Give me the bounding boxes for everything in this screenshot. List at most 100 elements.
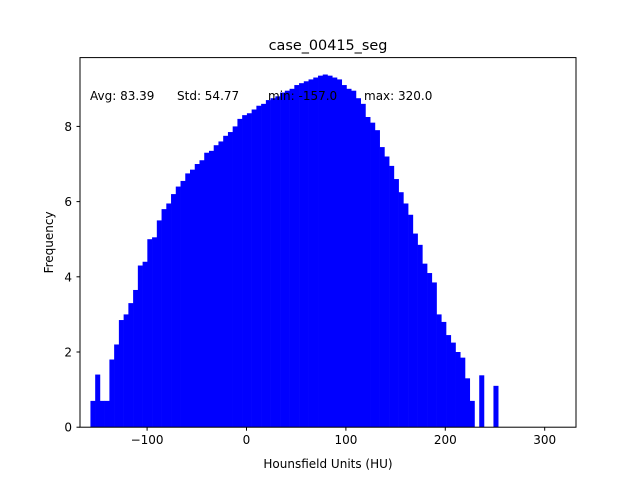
y-tick-label: 0 <box>64 421 72 435</box>
histogram-bar <box>303 81 309 428</box>
histogram-bar <box>133 289 139 428</box>
histogram-bar <box>118 320 124 428</box>
histogram-bar <box>365 117 371 428</box>
histogram-bar <box>294 85 300 428</box>
histogram-bar <box>479 375 485 428</box>
y-tick-label: 2 <box>64 346 72 360</box>
y-axis-ticks: 0 2 4 6 8 <box>64 120 80 435</box>
histogram-bar <box>90 400 96 428</box>
histogram-bar <box>398 192 404 428</box>
histogram-bar <box>322 74 328 428</box>
histogram-bar <box>450 342 456 428</box>
histogram-bar <box>446 335 452 428</box>
histogram-bar <box>460 357 466 428</box>
histogram-bar <box>213 145 219 428</box>
x-tick-label: 0 <box>243 433 251 447</box>
histogram-bar <box>190 169 196 428</box>
y-axis-label: Frequency <box>42 211 56 273</box>
histogram-bar <box>441 321 447 428</box>
histogram-bar <box>308 79 314 428</box>
x-tick-label: −100 <box>131 433 164 447</box>
histogram-bar <box>208 150 215 428</box>
histogram-bar <box>336 79 343 428</box>
histogram-bar <box>109 359 115 428</box>
histogram-bar <box>360 103 366 428</box>
histogram-bar <box>171 194 177 428</box>
histogram-bar <box>104 400 110 428</box>
histogram-bar <box>355 98 361 428</box>
chart-title: case_00415_seg <box>269 38 388 54</box>
y-tick-label: 6 <box>64 195 72 209</box>
histogram-bar <box>374 130 380 428</box>
histogram-bar <box>455 352 461 428</box>
histogram-bar <box>393 179 399 428</box>
histogram-bar <box>346 88 352 428</box>
histogram-bar <box>422 263 428 428</box>
y-tick-label: 4 <box>64 270 72 284</box>
x-axis-label: Hounsfield Units (HU) <box>263 457 392 471</box>
x-tick-label: 200 <box>434 433 457 447</box>
histogram-bar <box>142 261 148 428</box>
histogram-bar <box>318 75 324 428</box>
histogram-bar <box>384 156 390 428</box>
x-tick-label: 300 <box>533 433 556 447</box>
histogram-bar <box>95 374 101 428</box>
histogram-bar <box>218 141 224 428</box>
histogram-bar <box>227 132 233 428</box>
stat-std: Std: 54.77 <box>177 89 239 103</box>
stat-avg: Avg: 83.39 <box>90 89 154 103</box>
histogram-bar <box>152 237 158 428</box>
histogram-bar <box>270 98 276 428</box>
histogram-bar <box>299 83 305 428</box>
histogram-bar <box>408 214 414 428</box>
histogram-bar <box>431 282 437 428</box>
histogram-bar <box>341 85 347 428</box>
histogram-bar <box>175 186 181 428</box>
histogram-bar <box>256 105 262 428</box>
histogram-bar <box>379 147 385 428</box>
histogram-bar <box>289 88 295 428</box>
histogram-bar <box>251 109 257 428</box>
histogram-bar <box>242 115 248 428</box>
histogram-bar <box>137 265 143 428</box>
histogram-bar <box>99 400 105 428</box>
histogram-bar <box>403 203 409 428</box>
stat-max: max: 320.0 <box>364 89 432 103</box>
histogram-bar <box>161 209 167 428</box>
histogram-bar <box>199 160 205 428</box>
histogram-bar <box>123 314 129 428</box>
histogram-bar <box>332 77 338 428</box>
histogram-bar <box>327 75 333 428</box>
histogram-bar <box>147 239 153 428</box>
histogram-bar <box>275 96 281 428</box>
histogram-bar <box>128 303 134 428</box>
histogram-bar <box>436 314 442 428</box>
x-tick-label: 100 <box>334 433 357 447</box>
histogram-bar <box>412 233 418 428</box>
axes-frame <box>79 57 577 428</box>
histogram-bars <box>90 74 499 428</box>
histogram-bar <box>313 77 319 428</box>
x-axis-ticks: −100 0 100 200 300 <box>131 427 556 447</box>
histogram-bar <box>156 220 162 428</box>
histogram-bar <box>180 180 186 428</box>
histogram-bar <box>194 164 200 428</box>
histogram-bar <box>427 273 433 428</box>
histogram-bar <box>204 152 210 428</box>
y-tick-label: 8 <box>64 120 72 134</box>
histogram-bar <box>493 385 499 428</box>
histogram-bar <box>114 344 120 428</box>
stat-min: min: -157.0 <box>268 89 337 103</box>
histogram-bar <box>265 100 271 428</box>
histogram-bar <box>469 400 475 428</box>
histogram-bar <box>237 118 243 428</box>
histogram-bar <box>232 126 238 428</box>
histogram-bar <box>261 103 267 428</box>
histogram-bar <box>370 122 376 428</box>
histogram-bar <box>417 244 423 428</box>
histogram-bar <box>246 113 252 428</box>
histogram-bar <box>351 90 357 428</box>
histogram-bar <box>465 378 471 428</box>
histogram-bar <box>284 90 290 428</box>
